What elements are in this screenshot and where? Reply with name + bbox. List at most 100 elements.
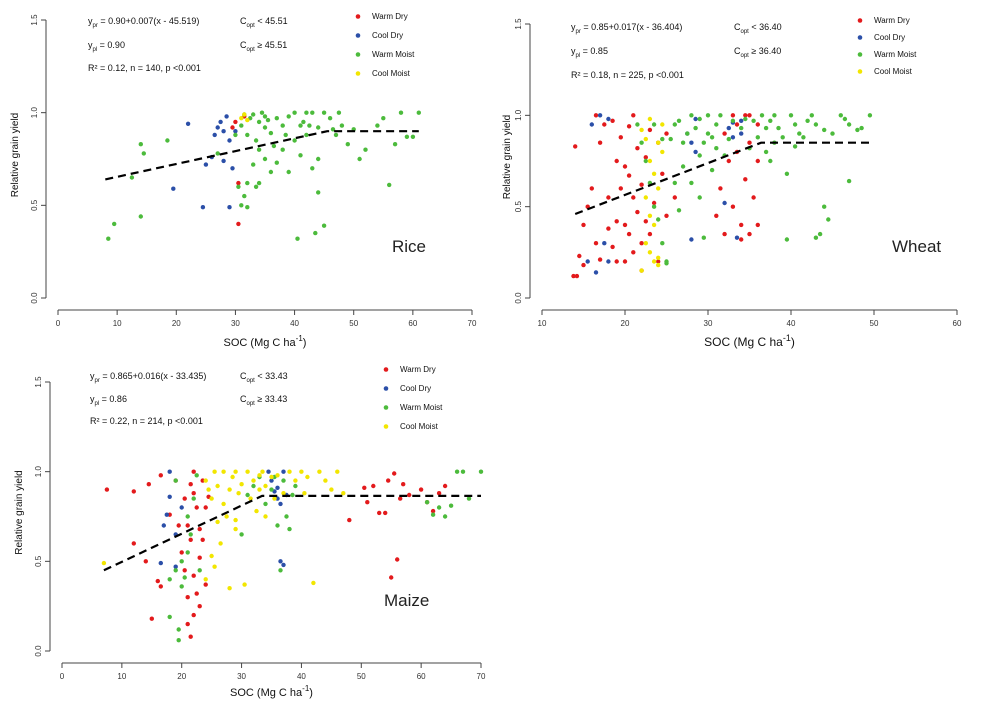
data-point bbox=[763, 149, 769, 155]
data-point bbox=[239, 482, 244, 487]
data-point bbox=[643, 219, 648, 224]
y-tick-label: 0.5 bbox=[34, 555, 43, 567]
data-point bbox=[299, 469, 304, 474]
data-point bbox=[304, 132, 309, 138]
series-warm-moist bbox=[635, 113, 873, 266]
data-point bbox=[104, 487, 110, 492]
data-point bbox=[236, 221, 241, 227]
data-point bbox=[639, 140, 644, 145]
data-point bbox=[316, 156, 321, 162]
y-axis-title: Relative grain yield bbox=[10, 113, 21, 198]
series-cool-dry bbox=[171, 114, 238, 210]
data-point bbox=[171, 186, 176, 191]
data-point bbox=[221, 501, 226, 507]
data-point bbox=[197, 604, 202, 609]
data-point bbox=[173, 568, 178, 573]
data-point bbox=[212, 564, 217, 569]
data-point bbox=[647, 127, 653, 133]
data-point bbox=[209, 496, 214, 501]
data-point bbox=[256, 119, 262, 125]
data-point bbox=[701, 235, 706, 240]
legend-label-warm-dry: Warm Dry bbox=[874, 16, 910, 25]
data-point bbox=[618, 135, 623, 140]
data-point bbox=[797, 131, 802, 136]
data-point bbox=[680, 164, 686, 169]
data-point bbox=[173, 564, 178, 569]
data-point bbox=[743, 116, 748, 122]
data-point bbox=[194, 505, 199, 510]
plateau-equation: ypl = 0.85 bbox=[571, 46, 608, 59]
data-point bbox=[381, 116, 386, 121]
data-point bbox=[233, 469, 238, 474]
data-point bbox=[407, 492, 412, 498]
data-point bbox=[203, 582, 208, 587]
data-point bbox=[430, 508, 436, 514]
data-point bbox=[305, 474, 310, 480]
legend-label-warm-moist: Warm Moist bbox=[874, 50, 917, 59]
legend-marker-cool-dry bbox=[857, 35, 863, 40]
data-point bbox=[689, 237, 694, 242]
data-point bbox=[112, 221, 117, 227]
data-point bbox=[313, 230, 318, 236]
data-point bbox=[167, 494, 172, 499]
data-point bbox=[182, 575, 187, 580]
legend-label-cool-moist: Cool Moist bbox=[874, 67, 913, 76]
data-point bbox=[651, 222, 657, 228]
x-tick-label: 60 bbox=[408, 319, 417, 328]
data-point bbox=[643, 195, 648, 200]
data-point bbox=[283, 132, 288, 138]
data-point bbox=[233, 132, 238, 138]
fit-statistics: R² = 0.12, n = 140, p <0.001 bbox=[88, 63, 201, 73]
data-point bbox=[335, 469, 340, 474]
data-point bbox=[643, 136, 648, 142]
x-tick-label: 30 bbox=[704, 319, 713, 328]
data-point bbox=[401, 482, 406, 487]
series-warm-dry bbox=[104, 469, 448, 639]
segmented-fit-line bbox=[105, 130, 419, 181]
data-point bbox=[251, 162, 256, 167]
data-point bbox=[651, 122, 657, 127]
legend-marker-cool-moist bbox=[857, 69, 863, 74]
data-point bbox=[323, 478, 328, 483]
data-point bbox=[734, 122, 740, 127]
data-point bbox=[230, 474, 235, 480]
data-point bbox=[676, 118, 682, 124]
data-point bbox=[275, 473, 280, 478]
data-point bbox=[478, 469, 484, 474]
copt-above-label: Copt ≥ 33.43 bbox=[240, 394, 287, 407]
data-point bbox=[341, 491, 346, 496]
data-point bbox=[185, 121, 191, 127]
y-tick-label: 0.5 bbox=[514, 201, 523, 213]
x-axis-title: SOC (Mg C ha-1) bbox=[230, 684, 313, 699]
fit-statistics: R² = 0.18, n = 225, p <0.001 bbox=[571, 70, 684, 80]
data-point bbox=[203, 478, 208, 483]
data-point bbox=[233, 526, 238, 532]
data-point bbox=[257, 473, 262, 478]
data-point bbox=[295, 236, 300, 241]
data-point bbox=[327, 116, 333, 121]
x-tick-label: 20 bbox=[621, 319, 630, 328]
data-point bbox=[254, 508, 259, 514]
data-point bbox=[755, 135, 760, 140]
data-point bbox=[614, 259, 619, 264]
data-point bbox=[392, 142, 398, 147]
x-tick-label: 60 bbox=[953, 319, 962, 328]
data-point bbox=[689, 180, 694, 186]
data-point bbox=[581, 262, 586, 268]
data-point bbox=[597, 257, 603, 262]
data-point bbox=[660, 171, 665, 176]
legend-marker-warm-dry bbox=[383, 367, 389, 372]
regression-equation: ypr = 0.90+0.007(x - 45.519) bbox=[88, 16, 199, 29]
data-point bbox=[635, 122, 640, 127]
legend-label-cool-moist: Cool Moist bbox=[372, 69, 411, 78]
data-point bbox=[167, 469, 172, 474]
data-point bbox=[780, 135, 785, 140]
data-point bbox=[253, 138, 259, 143]
data-point bbox=[730, 135, 736, 140]
data-point bbox=[164, 512, 169, 517]
data-point bbox=[647, 116, 653, 122]
data-point bbox=[278, 501, 283, 507]
data-point bbox=[284, 514, 289, 519]
data-point bbox=[263, 501, 268, 507]
legend-label-warm-dry: Warm Dry bbox=[400, 365, 436, 374]
